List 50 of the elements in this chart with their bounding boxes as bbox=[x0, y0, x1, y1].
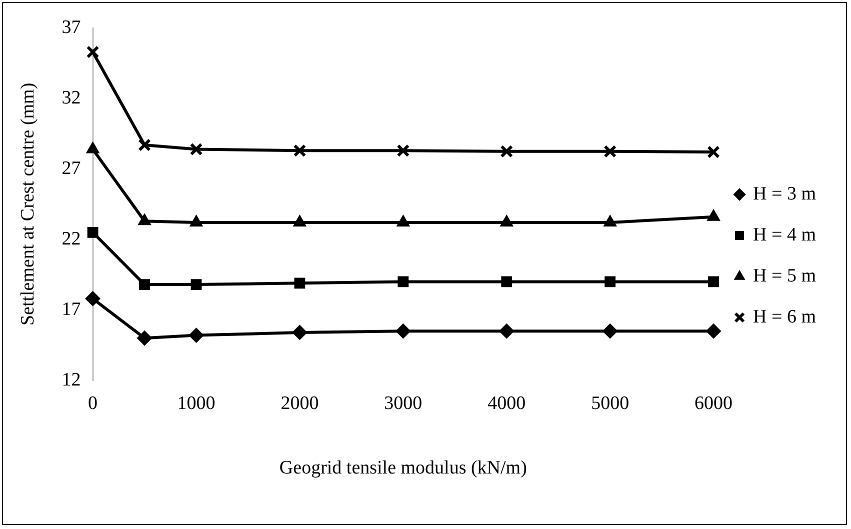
point bbox=[500, 215, 514, 227]
x-tick-label: 5000 bbox=[591, 392, 630, 414]
point bbox=[708, 276, 719, 288]
x-tick-label: 6000 bbox=[694, 392, 733, 414]
y-tick-label: 12 bbox=[62, 369, 81, 390]
point bbox=[706, 324, 722, 339]
point bbox=[85, 291, 100, 306]
point bbox=[604, 144, 617, 158]
point bbox=[86, 142, 100, 154]
x-tick-label: 1000 bbox=[177, 392, 216, 414]
point bbox=[190, 279, 202, 290]
point bbox=[602, 324, 618, 339]
legend-label: H = 3 m bbox=[753, 183, 816, 204]
point bbox=[293, 144, 306, 158]
x-axis-title: Geogrid tensile modulus (kN/m) bbox=[279, 458, 527, 479]
point bbox=[138, 214, 152, 226]
legend-label: H = 6 m bbox=[753, 306, 816, 328]
x-tick-label: 3000 bbox=[384, 392, 422, 414]
point bbox=[500, 144, 514, 158]
point bbox=[707, 146, 720, 158]
point bbox=[292, 324, 308, 340]
point bbox=[396, 324, 411, 339]
point bbox=[138, 138, 151, 152]
point bbox=[294, 278, 306, 289]
legend-label: H = 5 m bbox=[753, 265, 816, 286]
point bbox=[396, 215, 410, 227]
point bbox=[501, 276, 512, 288]
point bbox=[86, 46, 100, 58]
y-tick-label: 22 bbox=[62, 228, 81, 250]
point bbox=[190, 142, 203, 156]
point bbox=[87, 226, 98, 238]
y-tick-label: 17 bbox=[62, 298, 81, 320]
point bbox=[190, 215, 203, 227]
x-tick-label: 2000 bbox=[280, 392, 319, 414]
point bbox=[188, 328, 204, 343]
point bbox=[398, 276, 409, 288]
point bbox=[604, 215, 617, 227]
x-tick-label: 4000 bbox=[488, 392, 526, 414]
point bbox=[137, 330, 152, 346]
y-tick-label: 27 bbox=[62, 158, 81, 179]
y-tick-label: 32 bbox=[62, 87, 81, 108]
legend-label: H = 4 m bbox=[753, 224, 816, 246]
x-tick-label: 0 bbox=[88, 392, 98, 414]
point bbox=[499, 324, 514, 339]
point bbox=[604, 276, 616, 288]
y-tick-label: 37 bbox=[62, 16, 81, 38]
y-axis-title: Settlement at Crest centre (mm) bbox=[17, 82, 38, 326]
point bbox=[139, 279, 150, 290]
point bbox=[396, 144, 410, 158]
point bbox=[293, 215, 306, 227]
